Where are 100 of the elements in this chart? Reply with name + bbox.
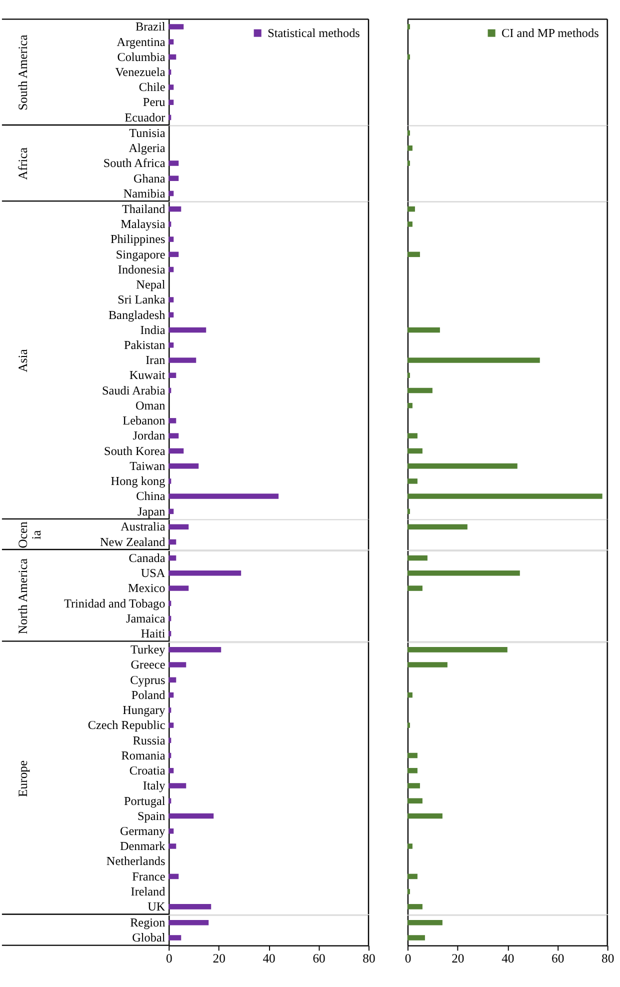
y-tick-label: Denmark	[120, 839, 166, 854]
y-tick-label: South Africa	[103, 156, 166, 170]
y-tick-label: Kuwait	[129, 368, 166, 382]
bar	[168, 418, 176, 424]
y-tick-label: Czech Republic	[88, 718, 166, 732]
y-tick-label: Philippines	[110, 232, 166, 246]
y-tick-label: Venezuela	[115, 65, 166, 79]
bar	[407, 478, 418, 484]
y-tick-label: Turkey	[130, 642, 166, 657]
y-tick-label: Jamaica	[126, 611, 166, 626]
bar	[168, 813, 214, 819]
y-tick-label: South Korea	[104, 444, 166, 458]
bar	[168, 388, 172, 394]
bar	[407, 448, 422, 454]
bar	[168, 494, 279, 499]
bar	[407, 206, 415, 212]
bar	[168, 100, 174, 105]
y-axis-title: Europe	[16, 760, 30, 797]
bar	[168, 24, 184, 30]
bar	[168, 84, 174, 90]
y-tick-label: Portugal	[124, 794, 166, 808]
bar	[168, 828, 174, 834]
y-tick-label: Malaysia	[120, 217, 166, 232]
bar	[168, 69, 172, 75]
y-tick-label: France	[132, 869, 166, 884]
y-axis-title: Africa	[16, 147, 30, 180]
bar	[168, 783, 186, 788]
bar	[168, 236, 174, 242]
bar	[168, 252, 179, 258]
bar	[407, 844, 412, 849]
bar	[407, 662, 448, 668]
bar	[407, 358, 540, 363]
y-tick-label: Haiti	[140, 626, 166, 641]
y-tick-label: Hong kong	[110, 474, 166, 488]
bar	[168, 206, 182, 212]
bar	[407, 388, 432, 394]
bar	[168, 708, 172, 713]
bar	[168, 600, 172, 606]
x-tick-label: 60	[552, 951, 564, 966]
bar	[168, 630, 172, 636]
y-tick-label: Singapore	[116, 247, 166, 262]
y-axis-title: Asia	[16, 348, 30, 372]
y-tick-label: Global	[132, 930, 166, 945]
x-tick-label: 0	[166, 951, 172, 966]
y-tick-label: Pakistan	[124, 338, 166, 352]
y-tick-label: Mexico	[128, 581, 166, 596]
y-tick-label: Spain	[138, 808, 166, 823]
y-tick-label: Italy	[142, 778, 166, 793]
y-tick-label: Ghana	[133, 171, 166, 186]
bar	[168, 722, 174, 728]
bar	[407, 752, 418, 758]
y-axis-title: Ocen ia	[16, 520, 44, 548]
y-tick-label: Chile	[138, 80, 166, 94]
bar	[168, 327, 206, 333]
bar	[168, 312, 174, 318]
y-tick-label: Region	[130, 916, 166, 930]
y-tick-label: Lebanon	[122, 414, 166, 428]
bar	[407, 508, 410, 514]
bar	[168, 508, 174, 514]
y-tick-label: Australia	[120, 520, 166, 534]
bar	[407, 647, 508, 652]
bar	[168, 844, 176, 849]
bar	[168, 463, 199, 469]
y-tick-label: Poland	[131, 688, 166, 702]
y-tick-label: Indonesia	[118, 262, 166, 276]
bar	[168, 448, 184, 454]
y-tick-label: Canada	[128, 550, 166, 565]
y-tick-label: New Zealand	[100, 534, 166, 549]
bar	[168, 738, 172, 744]
bar	[168, 358, 196, 363]
x-tick-label: 60	[312, 951, 326, 966]
bar	[407, 783, 420, 788]
bar	[168, 555, 176, 561]
y-tick-label: Algeria	[128, 141, 166, 156]
bar	[168, 768, 174, 774]
y-tick-label: Thailand	[122, 202, 166, 216]
y-axis-title: North America	[16, 558, 30, 634]
y-axis-title: South America	[16, 34, 30, 110]
bar	[407, 372, 410, 378]
y-tick-label: Germany	[120, 824, 166, 838]
y-tick-label: UK	[148, 900, 166, 914]
bar	[168, 478, 172, 484]
y-tick-label: Columbia	[117, 50, 166, 64]
bar	[168, 342, 174, 348]
y-tick-label: Hungary	[122, 703, 166, 718]
y-tick-label: Netherlands	[106, 854, 166, 868]
y-tick-label: Jordan	[132, 428, 166, 443]
bar	[407, 798, 422, 804]
y-tick-label: Oman	[135, 398, 166, 412]
y-tick-label: Romania	[121, 748, 166, 762]
bar	[168, 54, 176, 60]
x-tick-label: 80	[601, 951, 614, 966]
y-tick-label: Tunisia	[129, 126, 166, 140]
bar	[407, 433, 418, 438]
x-tick-label: 40	[262, 951, 276, 966]
y-tick-label: Saudi Arabia	[102, 383, 166, 398]
x-tick-label: 80	[362, 951, 376, 966]
bar	[168, 586, 189, 591]
bar	[168, 677, 176, 683]
bar	[168, 297, 174, 302]
